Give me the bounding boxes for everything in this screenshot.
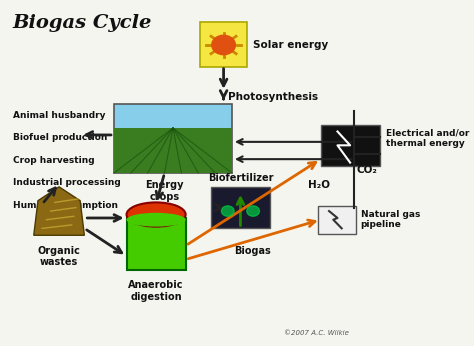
Text: Biofuel production: Biofuel production xyxy=(13,133,107,142)
Text: H₂O: H₂O xyxy=(308,180,330,190)
Circle shape xyxy=(212,35,236,55)
FancyBboxPatch shape xyxy=(114,104,232,173)
Bar xyxy=(211,187,270,228)
FancyBboxPatch shape xyxy=(201,22,247,67)
Text: Crop harvesting: Crop harvesting xyxy=(13,156,94,165)
Text: Biogas Cycle: Biogas Cycle xyxy=(13,14,152,32)
Text: Human consumption: Human consumption xyxy=(13,201,118,210)
Ellipse shape xyxy=(127,202,186,227)
Text: ©2007 A.C. Wilkie: ©2007 A.C. Wilkie xyxy=(284,330,349,336)
Text: CO₂: CO₂ xyxy=(356,165,377,174)
Text: Solar energy: Solar energy xyxy=(253,40,328,50)
Text: Animal husbandry: Animal husbandry xyxy=(13,111,105,120)
Text: Natural gas
pipeline: Natural gas pipeline xyxy=(361,210,420,229)
Circle shape xyxy=(221,206,234,216)
Text: Anaerobic
digestion: Anaerobic digestion xyxy=(128,280,184,302)
Text: Industrial processing: Industrial processing xyxy=(13,178,120,187)
Text: Organic
wastes: Organic wastes xyxy=(37,246,81,267)
Ellipse shape xyxy=(127,213,186,227)
Text: Energy
crops: Energy crops xyxy=(145,180,184,201)
Bar xyxy=(127,218,186,270)
Circle shape xyxy=(247,206,259,216)
Polygon shape xyxy=(34,187,84,235)
Text: Photosynthesis: Photosynthesis xyxy=(228,92,318,102)
Bar xyxy=(114,128,232,173)
Text: Biofertilizer: Biofertilizer xyxy=(208,173,273,183)
Bar xyxy=(320,125,380,166)
Text: Biogas: Biogas xyxy=(234,246,271,256)
Text: Electrical and/or
thermal energy: Electrical and/or thermal energy xyxy=(386,129,469,148)
FancyBboxPatch shape xyxy=(319,206,356,234)
